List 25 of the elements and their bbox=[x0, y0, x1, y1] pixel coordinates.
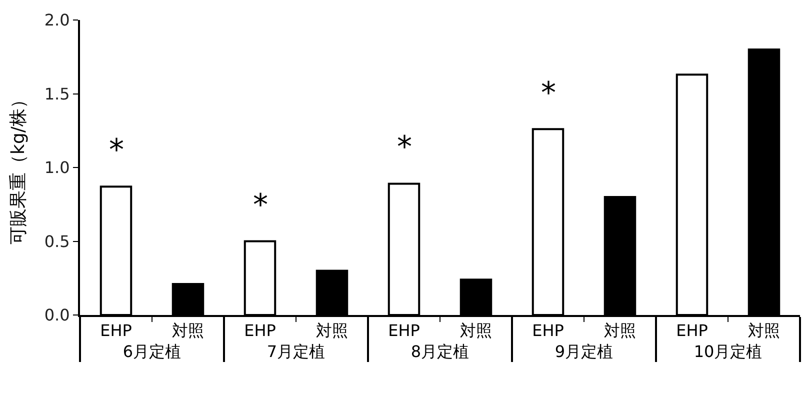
text: EHP bbox=[388, 321, 420, 340]
y-tick-label: 0.0 bbox=[44, 306, 70, 325]
x-tick-label: 10月定植 bbox=[694, 342, 762, 362]
text: 対照 bbox=[748, 321, 780, 340]
y-tick-label: 2.0 bbox=[44, 10, 70, 30]
x-tick-label: 8月定植 bbox=[410, 342, 470, 362]
text: EHP bbox=[532, 321, 564, 340]
annotation: * bbox=[397, 130, 412, 165]
x-tick-label: 6月定植 bbox=[122, 342, 182, 362]
series-label: EHP bbox=[244, 321, 276, 340]
text: 対照 bbox=[460, 321, 492, 340]
series-label: 対照 bbox=[172, 321, 204, 340]
y-axis-title: 可販果重（kg/株） bbox=[8, 90, 30, 244]
text: 対照 bbox=[604, 321, 636, 340]
x-tick-label: 9月定植 bbox=[554, 342, 614, 362]
y-tick-label: 1.5 bbox=[44, 84, 70, 104]
annotation: * bbox=[253, 188, 268, 223]
annotation: * bbox=[541, 76, 556, 111]
y-tick-label: 1.0 bbox=[44, 158, 70, 178]
text: EHP bbox=[676, 321, 708, 340]
text: EHP bbox=[100, 321, 132, 340]
annotation: * bbox=[109, 133, 124, 168]
x-tick-label: 7月定植 bbox=[266, 342, 326, 362]
y-tick-label: 0.5 bbox=[44, 232, 70, 251]
text: 対照 bbox=[316, 321, 348, 340]
